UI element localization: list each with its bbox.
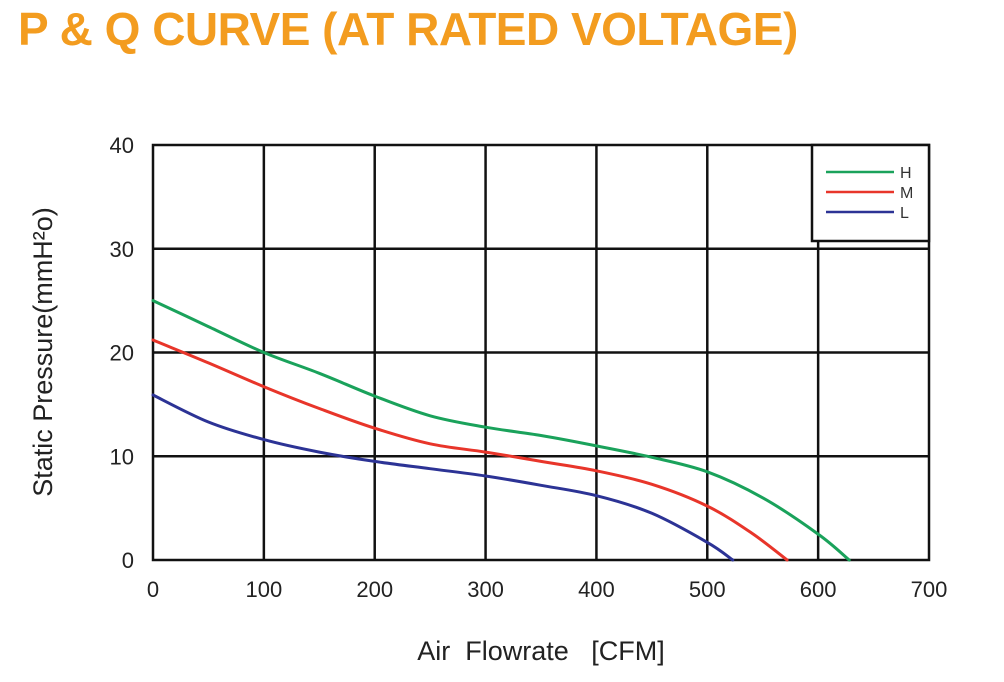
x-tick-label: 400 <box>578 577 615 602</box>
legend-label-h: H <box>900 165 912 182</box>
x-axis-label: Air Flowrate [CFM] <box>417 636 665 666</box>
y-axis-label: Static Pressure(mmH²o) <box>28 207 58 497</box>
x-tick-label: 300 <box>467 577 504 602</box>
series-line-m <box>151 338 789 562</box>
x-tick-label: 700 <box>911 577 948 602</box>
x-tick-label: 0 <box>147 577 159 602</box>
y-tick-label: 30 <box>110 237 134 262</box>
grid <box>151 143 931 562</box>
y-tick-label: 40 <box>110 133 134 158</box>
x-axis-ticks: 0 100 200 300 400 500 600 700 <box>147 577 947 602</box>
legend-label-l: L <box>900 205 909 222</box>
y-tick-label: 20 <box>110 341 134 366</box>
y-tick-label: 10 <box>110 444 134 469</box>
curves <box>151 299 851 562</box>
series-line-l <box>151 393 735 562</box>
legend-label-m: M <box>900 185 913 202</box>
x-tick-label: 200 <box>356 577 393 602</box>
legend: HML <box>810 143 931 243</box>
chart-title: P & Q CURVE (AT RATED VOLTAGE) <box>18 3 798 55</box>
y-tick-label: 0 <box>122 548 134 573</box>
x-tick-label: 500 <box>689 577 726 602</box>
series-line-h <box>151 299 851 562</box>
x-tick-label: 100 <box>245 577 282 602</box>
x-tick-label: 600 <box>800 577 837 602</box>
y-axis-ticks: 0 10 20 30 40 <box>110 133 134 573</box>
